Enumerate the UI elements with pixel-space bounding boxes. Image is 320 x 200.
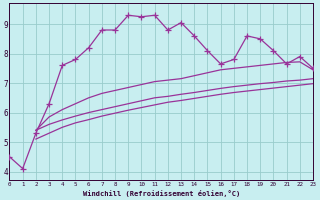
X-axis label: Windchill (Refroidissement éolien,°C): Windchill (Refroidissement éolien,°C) xyxy=(83,190,240,197)
